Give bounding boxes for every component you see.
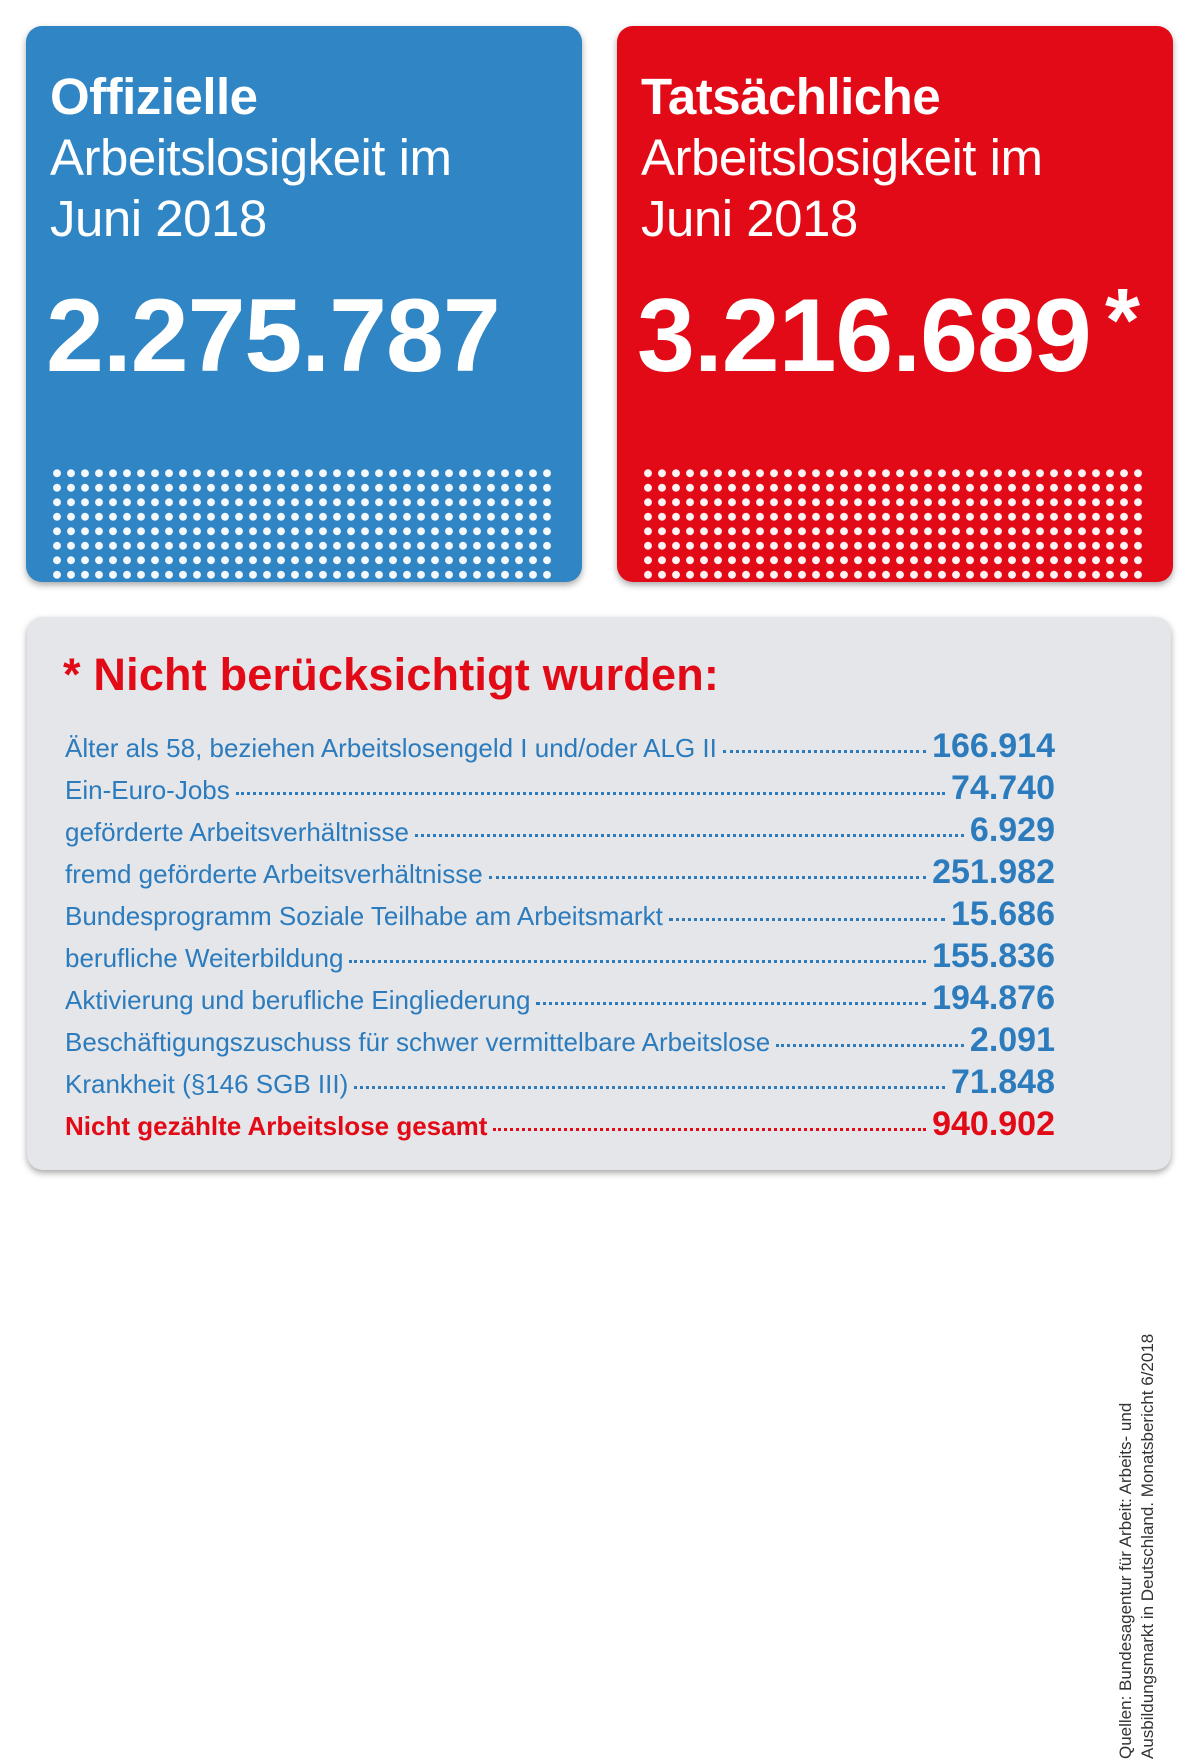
total-value: 940.902 — [932, 1105, 1055, 1143]
not-counted-details-panel: * Nicht berücksichtigt wurden: Älter als… — [27, 617, 1171, 1759]
item-value: 6.929 — [969, 811, 1055, 849]
item-value: 15.686 — [951, 895, 1055, 933]
source-line-2: Ausbildungsmarkt in Deutschland. Monatsb… — [1138, 1333, 1157, 1759]
list-item: Beschäftigungszuschuss für schwer vermit… — [65, 1019, 1055, 1061]
dot-pattern-decoration — [50, 466, 555, 582]
list-item: Bundesprogramm Soziale Teilhabe am Arbei… — [65, 893, 1055, 935]
dot-pattern-decoration — [641, 466, 1146, 582]
official-unemployment-card: Offizielle Arbeitslosigkeit im Juni 2018… — [26, 26, 582, 582]
asterisk-marker: * — [1105, 271, 1141, 371]
item-label: Älter als 58, beziehen Arbeitslosengeld … — [65, 733, 717, 763]
item-label: geförderte Arbeitsverhältnisse — [65, 817, 409, 847]
actual-unemployment-card: Tatsächliche Arbeitslosigkeit im Juni 20… — [617, 26, 1173, 582]
dotted-leader — [414, 834, 964, 837]
item-value: 74.740 — [951, 769, 1055, 807]
item-label: fremd geförderte Arbeitsverhältnisse — [65, 859, 483, 889]
actual-title-line3: Juni 2018 — [641, 190, 858, 247]
dotted-leader — [493, 1128, 927, 1131]
list-item: Ein-Euro-Jobs 74.740 — [65, 767, 1055, 809]
item-value: 2.091 — [969, 1021, 1055, 1059]
dotted-leader — [668, 918, 945, 921]
item-value: 251.982 — [932, 853, 1055, 891]
dotted-leader — [354, 1086, 945, 1089]
official-number: 2.275.787 — [46, 278, 501, 394]
item-label: Krankheit (§146 SGB III) — [65, 1069, 349, 1099]
item-label: berufliche Weiterbildung — [65, 943, 344, 973]
actual-number: 3.216.689 — [637, 278, 1092, 394]
item-label: Bundesprogramm Soziale Teilhabe am Arbei… — [65, 901, 663, 931]
list-item: Aktivierung und berufliche Eingliederung… — [65, 977, 1055, 1019]
item-label: Beschäftigungszuschuss für schwer vermit… — [65, 1027, 771, 1057]
source-note: Quellen: Bundesagentur für Arbeit: Arbei… — [1115, 1239, 1159, 1759]
list-item: berufliche Weiterbildung 155.836 — [65, 935, 1055, 977]
item-value: 71.848 — [951, 1063, 1055, 1101]
item-value: 194.876 — [932, 979, 1055, 1017]
details-list: Älter als 58, beziehen Arbeitslosengeld … — [65, 725, 1055, 1145]
dotted-leader — [722, 750, 927, 753]
list-item: geförderte Arbeitsverhältnisse 6.929 — [65, 809, 1055, 851]
item-value: 166.914 — [932, 727, 1055, 765]
dotted-leader — [488, 876, 927, 879]
total-label: Nicht gezählte Arbeitslose gesamt — [65, 1111, 488, 1141]
item-value: 155.836 — [932, 937, 1055, 975]
official-title-line2: Arbeitslosigkeit im — [50, 129, 452, 186]
actual-title-strong: Tatsächliche — [641, 68, 941, 125]
source-line-1: Quellen: Bundesagentur für Arbeit: Arbei… — [1116, 1402, 1135, 1759]
actual-title: Tatsächliche Arbeitslosigkeit im Juni 20… — [641, 66, 1161, 249]
dotted-leader — [349, 960, 927, 963]
list-item: fremd geförderte Arbeitsverhältnisse 251.… — [65, 851, 1055, 893]
item-label: Ein-Euro-Jobs — [65, 775, 230, 805]
official-title-strong: Offizielle — [50, 68, 258, 125]
dotted-leader — [235, 792, 945, 795]
actual-title-line2: Arbeitslosigkeit im — [641, 129, 1043, 186]
official-title-line3: Juni 2018 — [50, 190, 267, 247]
details-heading: * Nicht berücksichtigt wurden: — [63, 649, 720, 700]
official-title: Offizielle Arbeitslosigkeit im Juni 2018 — [50, 66, 570, 249]
dotted-leader — [776, 1044, 964, 1047]
dotted-leader — [536, 1002, 927, 1005]
total-row: Nicht gezählte Arbeitslose gesamt 940.902 — [65, 1103, 1055, 1145]
list-item: Älter als 58, beziehen Arbeitslosengeld … — [65, 725, 1055, 767]
list-item: Krankheit (§146 SGB III) 71.848 — [65, 1061, 1055, 1103]
item-label: Aktivierung und berufliche Eingliederung — [65, 985, 531, 1015]
